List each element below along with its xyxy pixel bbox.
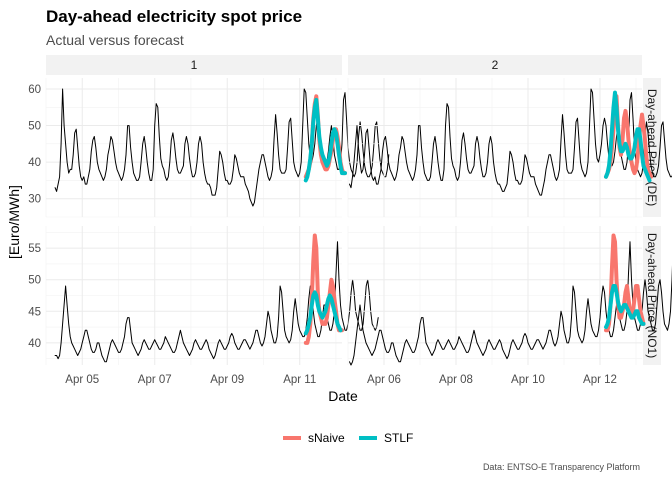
facet-strip-row-1 [643,78,661,217]
x-tick-label: Apr 10 [511,374,545,386]
y-tick-label: 60 [28,84,41,96]
y-axis-title: [Euro/MWh] [6,185,22,259]
facet-label-col-1: 1 [191,58,198,72]
stlf-line [303,290,343,336]
panel-2-1: 40 45 50 55 Apr 05 Apr 07 Apr 09 Apr 11 [28,226,379,386]
legend-label-stlf: STLF [384,431,413,445]
chart-caption: Data: ENTSO-E Transparency Platform [483,462,640,472]
x-tick-label: Apr 12 [583,374,617,386]
x-tick-label: Apr 09 [210,374,244,386]
stlf-line [604,90,652,183]
facet-strip-col-2 [348,55,642,75]
x-tick-label: Apr 11 [283,374,316,386]
y-tick-label: 55 [28,243,41,255]
panel-1-2 [347,78,672,218]
y-tick-label: 45 [28,306,41,318]
chart-subtitle: Actual versus forecast [46,32,184,48]
facet-strip-row-2 [643,226,661,365]
x-tick-label: Apr 08 [439,374,473,386]
y-tick-label: 40 [28,157,41,169]
actual-line [54,241,379,363]
y-tick-label: 30 [28,194,41,206]
legend-label-snaive: sNaive [308,431,345,445]
stlf-line [303,97,347,183]
facet-label-col-2: 2 [492,58,499,72]
x-tick-label: Apr 07 [138,374,172,386]
panel-2-2: Apr 06 Apr 08 Apr 10 Apr 12 [347,226,672,386]
chart-title: Day-ahead electricity spot price [46,7,302,26]
panel-1-1: 30 40 50 60 [28,78,390,218]
y-tick-label: 50 [28,275,41,287]
y-tick-label: 40 [28,338,41,350]
y-tick-label: 50 [28,121,41,133]
x-axis-title: Date [328,388,358,404]
legend: sNaive STLF [283,431,413,445]
snaive-line [604,233,646,333]
stlf-line [604,284,646,330]
facet-label-row-2: Day-ahead Price (NO1) [645,233,659,358]
x-tick-label: Apr 05 [65,374,99,386]
facet-strip-col-1 [46,55,342,75]
x-tick-label: Apr 06 [367,374,401,386]
